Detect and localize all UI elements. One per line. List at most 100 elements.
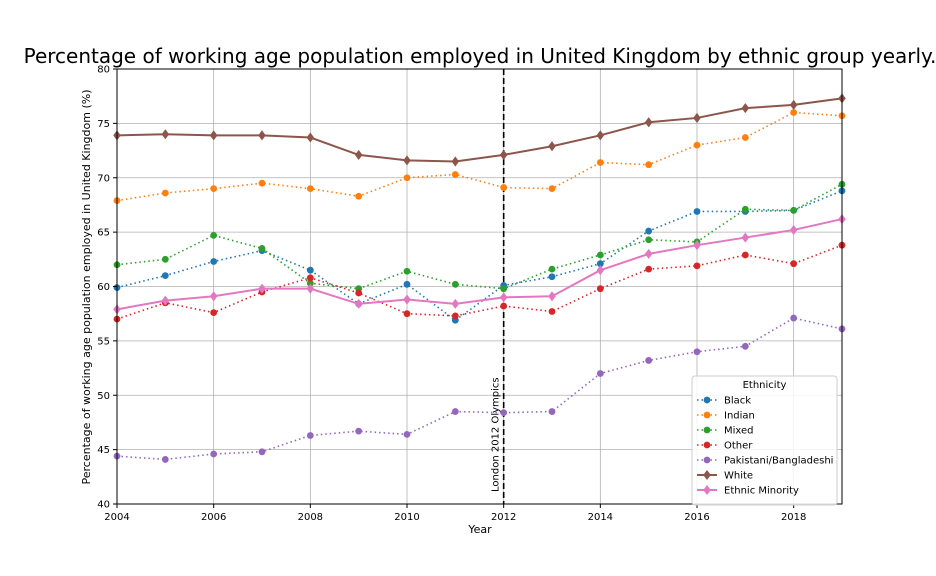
data-point bbox=[693, 240, 701, 251]
data-point bbox=[354, 149, 363, 160]
data-point bbox=[161, 129, 170, 140]
data-point bbox=[741, 134, 749, 141]
x-tick-label: 2012 bbox=[491, 512, 516, 523]
data-point bbox=[210, 450, 218, 458]
data-point bbox=[451, 156, 460, 167]
series-line bbox=[116, 244, 843, 320]
data-point bbox=[161, 255, 169, 263]
data-point bbox=[451, 298, 460, 309]
axis-ticks: 2004 2006 2008 2010 2012 2014 2016 2018 40 45 50 55… bbox=[97, 65, 806, 524]
data-point bbox=[741, 205, 749, 213]
data-point bbox=[403, 174, 411, 182]
legend-entry: White bbox=[724, 471, 753, 482]
y-tick-label: 65 bbox=[97, 228, 110, 239]
data-point bbox=[403, 280, 411, 288]
x-tick-label: 2004 bbox=[104, 512, 129, 523]
data-point bbox=[596, 130, 605, 141]
data-point bbox=[451, 408, 459, 415]
data-point bbox=[596, 370, 604, 377]
data-point bbox=[209, 291, 218, 302]
legend-box bbox=[691, 375, 838, 506]
data-point bbox=[354, 298, 363, 309]
series-line bbox=[116, 183, 843, 290]
series-white bbox=[113, 93, 846, 167]
data-point bbox=[596, 260, 604, 268]
data-point bbox=[209, 130, 218, 141]
data-point bbox=[790, 314, 798, 322]
data-point bbox=[210, 231, 218, 239]
y-tick-label: 45 bbox=[97, 445, 110, 456]
data-point bbox=[258, 130, 266, 141]
data-point bbox=[403, 294, 411, 305]
series-other bbox=[113, 241, 846, 323]
data-point bbox=[548, 308, 556, 315]
series-group bbox=[113, 93, 846, 463]
data-point bbox=[258, 245, 266, 252]
data-point bbox=[548, 141, 556, 152]
data-point bbox=[596, 159, 604, 166]
data-point bbox=[693, 208, 701, 215]
y-tick-label: 70 bbox=[97, 173, 110, 184]
data-point bbox=[161, 295, 170, 306]
data-point bbox=[790, 206, 798, 214]
series-line bbox=[116, 190, 843, 322]
data-point bbox=[306, 279, 314, 287]
data-point bbox=[210, 309, 218, 316]
series-ethnic-minority bbox=[113, 214, 846, 315]
data-point bbox=[741, 342, 749, 350]
y-tick-label: 75 bbox=[97, 119, 110, 130]
chart-title: Percentage of working age population emp… bbox=[24, 44, 936, 68]
y-tick-label: 60 bbox=[97, 282, 110, 293]
data-point bbox=[403, 431, 411, 438]
data-point bbox=[258, 448, 266, 456]
series-line bbox=[116, 97, 843, 163]
data-point bbox=[161, 456, 169, 463]
data-point bbox=[258, 179, 266, 187]
data-point bbox=[451, 280, 459, 288]
data-point bbox=[645, 161, 653, 169]
data-point bbox=[500, 285, 508, 293]
legend-entry: Pakistani/Bangladeshi bbox=[724, 456, 833, 467]
legend-swatch-marker bbox=[703, 469, 711, 481]
x-tick-label: 2018 bbox=[781, 512, 806, 523]
legend-entry: Black bbox=[724, 396, 751, 407]
data-point bbox=[645, 265, 653, 273]
data-point bbox=[306, 132, 315, 143]
legend-swatch-marker bbox=[703, 441, 711, 449]
legend-swatch-marker bbox=[703, 426, 711, 434]
data-point bbox=[645, 236, 653, 244]
data-point bbox=[210, 185, 218, 193]
data-point bbox=[210, 258, 218, 265]
series-black bbox=[113, 187, 846, 324]
data-point bbox=[548, 291, 556, 302]
series-mixed bbox=[113, 180, 846, 293]
data-point bbox=[693, 112, 701, 123]
legend-entry: Indian bbox=[724, 411, 755, 422]
data-point bbox=[789, 224, 798, 235]
data-point bbox=[258, 283, 266, 294]
data-point bbox=[596, 285, 604, 293]
data-point bbox=[790, 260, 798, 268]
legend-swatch-marker bbox=[703, 396, 711, 404]
data-point bbox=[548, 408, 556, 415]
data-point bbox=[451, 312, 459, 320]
data-point bbox=[596, 251, 604, 259]
y-axis-label: Percentage of working age population emp… bbox=[80, 90, 93, 485]
legend-swatch-marker bbox=[703, 456, 711, 464]
data-point bbox=[596, 265, 605, 276]
data-point bbox=[741, 251, 749, 259]
data-point bbox=[306, 432, 314, 439]
data-point bbox=[499, 292, 508, 303]
data-point bbox=[403, 310, 411, 318]
y-tick-label: 50 bbox=[97, 391, 110, 402]
legend: Ethnicity Black Indian Mixed Other Pakistani/… bbox=[691, 375, 838, 506]
x-tick-label: 2016 bbox=[684, 512, 709, 523]
legend-title: Ethnicity bbox=[743, 380, 787, 391]
data-point bbox=[644, 117, 653, 128]
data-point bbox=[645, 357, 653, 364]
legend-entry: Mixed bbox=[724, 426, 754, 437]
series-line bbox=[116, 218, 843, 311]
data-point bbox=[451, 171, 459, 178]
x-tick-label: 2014 bbox=[588, 512, 613, 523]
